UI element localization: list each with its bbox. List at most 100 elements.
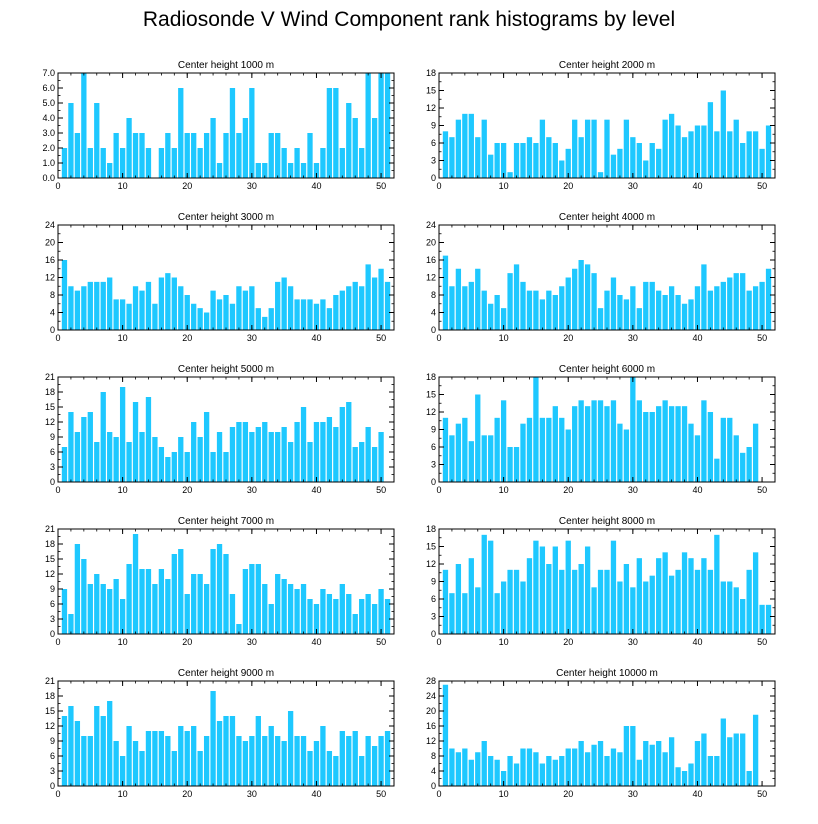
x-tick-label: 0 — [436, 789, 441, 799]
histogram-bar — [546, 137, 552, 178]
y-tick-label: 21 — [45, 676, 55, 686]
histogram-bar — [623, 119, 630, 178]
histogram-bar — [597, 400, 604, 482]
histogram-bar — [320, 299, 326, 331]
x-tick-label: 50 — [376, 789, 386, 799]
histogram-bar — [442, 569, 449, 634]
histogram-bar — [294, 589, 300, 634]
histogram-bar — [94, 574, 100, 634]
histogram-bar — [191, 422, 197, 482]
histogram-bar — [455, 752, 462, 786]
y-tick-label: 8 — [431, 751, 436, 761]
histogram-bar — [533, 377, 539, 482]
histogram-bar — [178, 88, 184, 178]
x-tick-label: 20 — [563, 181, 573, 191]
histogram-bar — [119, 756, 126, 786]
histogram-bar — [281, 148, 287, 178]
histogram-bar — [455, 564, 462, 634]
histogram-bar — [656, 290, 662, 331]
x-tick-label: 40 — [692, 789, 702, 799]
histogram-bar — [481, 290, 487, 331]
histogram-bar — [488, 435, 494, 482]
histogram-bar — [313, 604, 320, 634]
histogram-bar — [359, 442, 365, 482]
histogram-bar — [565, 148, 571, 178]
histogram-bar — [178, 549, 184, 634]
histogram-bar — [662, 552, 668, 634]
y-tick-label: 12 — [45, 417, 55, 427]
x-tick-label: 10 — [118, 789, 128, 799]
histogram-bar — [559, 286, 565, 330]
histogram-bar — [346, 103, 352, 178]
histogram-bar — [346, 736, 352, 786]
histogram-bar — [746, 290, 752, 331]
x-tick-label: 30 — [628, 637, 638, 647]
y-tick-label: 5.0 — [42, 98, 55, 108]
histogram-bar — [107, 277, 113, 330]
histogram-bar — [565, 540, 571, 634]
histogram-bar — [365, 73, 371, 178]
histogram-bar — [662, 400, 668, 482]
y-tick-label: 15 — [426, 390, 436, 400]
histogram-bar — [668, 286, 675, 330]
x-tick-label: 50 — [757, 485, 767, 495]
y-tick-label: 18 — [45, 539, 55, 549]
histogram-bar — [255, 716, 261, 786]
y-tick-label: 12 — [426, 736, 436, 746]
histogram-bar — [333, 599, 339, 634]
histogram-bar — [281, 427, 287, 482]
histogram-bar — [701, 558, 707, 634]
histogram-bar — [449, 593, 455, 634]
histogram-bar — [191, 303, 197, 330]
histogram-bar — [268, 726, 274, 786]
histogram-bar — [526, 137, 533, 178]
histogram-bar — [552, 406, 558, 482]
y-tick-label: 4.0 — [42, 113, 55, 123]
histogram-bar — [268, 604, 274, 634]
y-tick-label: 12 — [426, 103, 436, 113]
y-tick-label: 18 — [45, 691, 55, 701]
histogram-bar — [119, 299, 126, 331]
histogram-bar — [74, 721, 81, 786]
histogram-bar — [262, 163, 268, 178]
histogram-bar — [365, 594, 371, 634]
histogram-panel-1: Center height 1000 m 0 10 20 30 40 50 0.0 1.0 2.0… — [42, 60, 395, 191]
panel-title: Center height 6000 m — [559, 364, 655, 375]
histogram-bar — [333, 295, 339, 330]
y-tick-label: 24 — [426, 691, 436, 701]
histogram-panel-7: Center height 7000 m 0 10 20 30 40 50 0 3 6 9 12 15 1… — [45, 516, 395, 647]
histogram-bar — [178, 437, 184, 482]
histogram-bar — [636, 308, 642, 331]
histogram-bar — [578, 741, 584, 786]
panel-title: Center height 2000 m — [559, 60, 655, 71]
histogram-bar — [384, 731, 391, 786]
histogram-bar — [720, 718, 726, 786]
histogram-bar — [352, 447, 358, 482]
histogram-bar — [507, 273, 513, 331]
y-tick-label: 0 — [431, 325, 436, 335]
y-tick-label: 4 — [50, 308, 55, 318]
histogram-bar — [610, 154, 617, 178]
histogram-bar — [662, 295, 668, 330]
histogram-bar — [158, 731, 165, 786]
y-tick-label: 0 — [431, 781, 436, 791]
y-tick-label: 9 — [50, 584, 55, 594]
histogram-bar — [694, 569, 701, 634]
histogram-bar — [300, 163, 307, 178]
histogram-bar — [733, 273, 739, 331]
panel-title: Center height 4000 m — [559, 212, 655, 223]
histogram-bar — [223, 295, 229, 330]
histogram-bar — [752, 714, 759, 786]
histogram-panel-9: Center height 9000 m 0 10 20 30 40 50 0 3 6 9 12 15 1… — [45, 668, 395, 799]
histogram-bar — [74, 544, 81, 634]
histogram-bar — [100, 392, 106, 482]
x-tick-label: 30 — [247, 789, 257, 799]
histogram-bar — [165, 273, 171, 331]
histogram-bar — [656, 558, 662, 634]
histogram-bar — [481, 741, 487, 786]
histogram-bar — [617, 423, 623, 482]
histogram-bar — [578, 400, 584, 482]
histogram-bar — [462, 593, 468, 634]
y-tick-label: 20 — [45, 238, 55, 248]
histogram-bar — [513, 447, 520, 482]
